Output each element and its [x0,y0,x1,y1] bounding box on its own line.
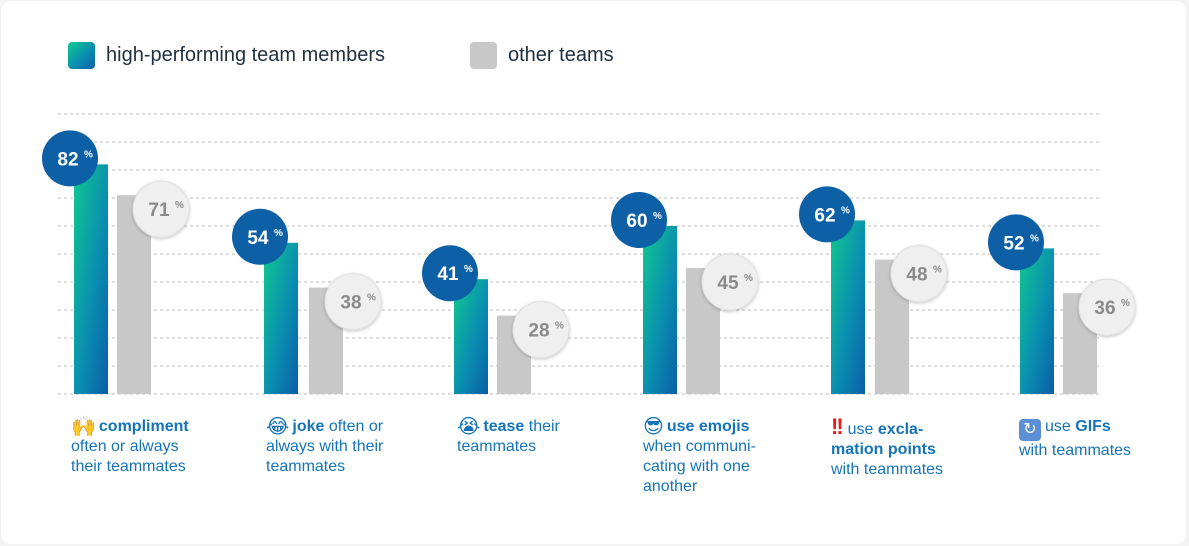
value-label-high: 52 [1003,233,1024,254]
value-suffix: % [1121,298,1130,309]
badge-high-circle [988,214,1044,271]
value-suffix: % [653,211,662,222]
caption-exclamation: !! use excla- mation points with teammate… [831,414,944,480]
bar-high-performing [264,242,298,394]
value-suffix: % [744,273,753,284]
caption-line: teammates [266,458,346,475]
caption-line: teammates [457,438,537,455]
caption-rest: their [528,418,560,435]
value-label-high: 62 [814,205,835,226]
value-suffix: % [1030,233,1039,244]
value-suffix: % [933,265,942,276]
legend-swatch-high [68,41,95,69]
caption-line: always with their [266,438,384,455]
value-label-high: 60 [626,211,647,232]
badge-high-circle [611,192,667,248]
value-label-other: 48 [906,265,927,286]
caption-line: often or always [71,438,179,455]
value-suffix: % [555,321,564,332]
sunglasses-face-icon: 😎 [643,416,664,438]
caption-gifs: ↻ use GIFs with teammates [1019,417,1131,461]
caption-rest: often or [328,418,384,435]
bar-high-performing [74,164,108,394]
caption-line: with teammates [1019,442,1132,459]
value-suffix: % [175,200,184,211]
caption-bold: excla- [877,421,924,438]
legend-swatch-other [470,41,497,69]
value-label-other: 71 [148,200,170,221]
legend-label-other: other teams [508,43,614,66]
value-label-other: 38 [340,293,361,314]
caption-emojis: 😎 use emojis when communi- cating with on… [643,417,756,497]
caption-pre: use [1045,418,1071,435]
bar-high-performing [643,226,677,394]
gridlines [58,113,1100,395]
caption-line: their teammates [71,458,186,475]
caption-line: mation points [831,441,936,458]
legend-label-high: high-performing team members [106,43,385,66]
badge-high-circle [799,186,855,243]
value-label-other: 28 [528,321,549,342]
value-label-high: 82 [57,149,78,170]
caption-line: with teammates [831,461,944,478]
value-suffix: % [841,205,850,216]
caption-bold: joke [292,418,325,435]
value-label-high: 41 [437,264,459,285]
legend-other-teams: other teams [470,40,614,70]
value-badges-group: 82 % 71 % 54 % 38 % 41 % 28 % 60 % 45 % 62 % 48 % 52 % 36% [42,130,1136,359]
caption-compliment: 🙌 compliment often or always their teamma… [71,417,189,477]
badge-other-circle [890,245,948,303]
badge-other-circle [512,301,570,359]
value-label-other: 45 [717,273,739,294]
badge-other-circle [132,180,190,238]
crying-face-icon: 😭 [457,416,481,438]
badge-high-circle [422,245,478,302]
badge-high-circle [42,130,98,187]
badge-other-circle [701,253,759,311]
bar-high-performing [831,220,865,394]
legend-high-performing: high-performing team members [68,40,385,70]
value-suffix: % [274,228,283,239]
tears-of-joy-icon: 😂 [266,416,290,438]
caption-joke: 😂 joke often or always with their teammat… [266,417,383,477]
value-label-high: 54 [247,228,269,249]
badge-other-circle [324,273,382,331]
value-suffix: % [84,149,93,160]
raised-hands-icon: 🙌 [71,416,96,438]
caption-pre: use [847,421,874,438]
bar-high-performing [1020,248,1054,394]
value-suffix: % [464,264,473,275]
caption-bold: GIFs [1075,418,1111,435]
double-exclamation-icon: !! [831,414,844,439]
caption-line: when communi- [643,438,756,455]
badge-other-circle [1078,278,1136,336]
value-label-other: 36 [1094,298,1115,319]
value-suffix: % [367,293,376,304]
caption-line: cating with one [643,458,750,475]
gif-refresh-icon: ↻ [1019,419,1041,441]
caption-bold: use emojis [666,418,750,435]
caption-tease: 😭 tease their teammates [457,417,560,457]
badge-high-circle [232,208,288,265]
caption-bold: compliment [98,418,189,435]
caption-bold: tease [483,418,525,435]
caption-line: another [643,478,698,495]
